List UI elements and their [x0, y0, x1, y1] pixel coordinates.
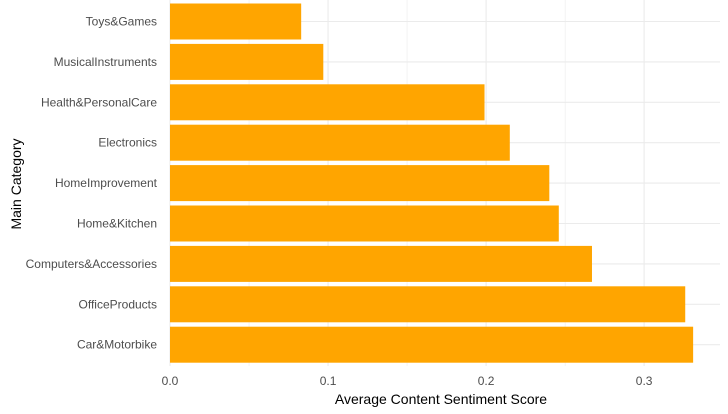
x-tick-label: 0.1 [320, 374, 337, 388]
x-axis-title: Average Content Sentiment Score [335, 391, 547, 407]
bar [170, 326, 694, 363]
y-tick-label: Electronics [98, 136, 157, 150]
y-tick-label: Toys&Games [86, 15, 157, 29]
x-tick-label: 0.3 [636, 374, 653, 388]
y-tick-label: HomeImprovement [55, 176, 158, 190]
x-tick-label: 0.0 [162, 374, 179, 388]
y-axis-title: Main Category [8, 138, 24, 229]
bar [170, 84, 485, 121]
bar [170, 124, 510, 161]
bar [170, 205, 559, 242]
x-tick-label: 0.2 [478, 374, 495, 388]
bar [170, 245, 592, 282]
y-tick-label: Home&Kitchen [77, 217, 157, 231]
bar [170, 3, 302, 40]
y-tick-labels: Toys&Games MusicalInstruments Health&Perso… [26, 15, 158, 352]
bar [170, 286, 686, 323]
y-tick-label: Computers&Accessories [26, 257, 157, 271]
y-tick-label: Car&Motorbike [77, 338, 157, 352]
bar [170, 165, 550, 202]
x-tick-labels: 0.0 0.1 0.2 0.3 [162, 374, 653, 388]
bar [170, 43, 324, 80]
y-tick-label: MusicalInstruments [54, 55, 157, 69]
y-tick-label: Health&PersonalCare [41, 95, 157, 109]
bars [170, 3, 694, 363]
y-tick-label: OfficeProducts [79, 297, 157, 311]
